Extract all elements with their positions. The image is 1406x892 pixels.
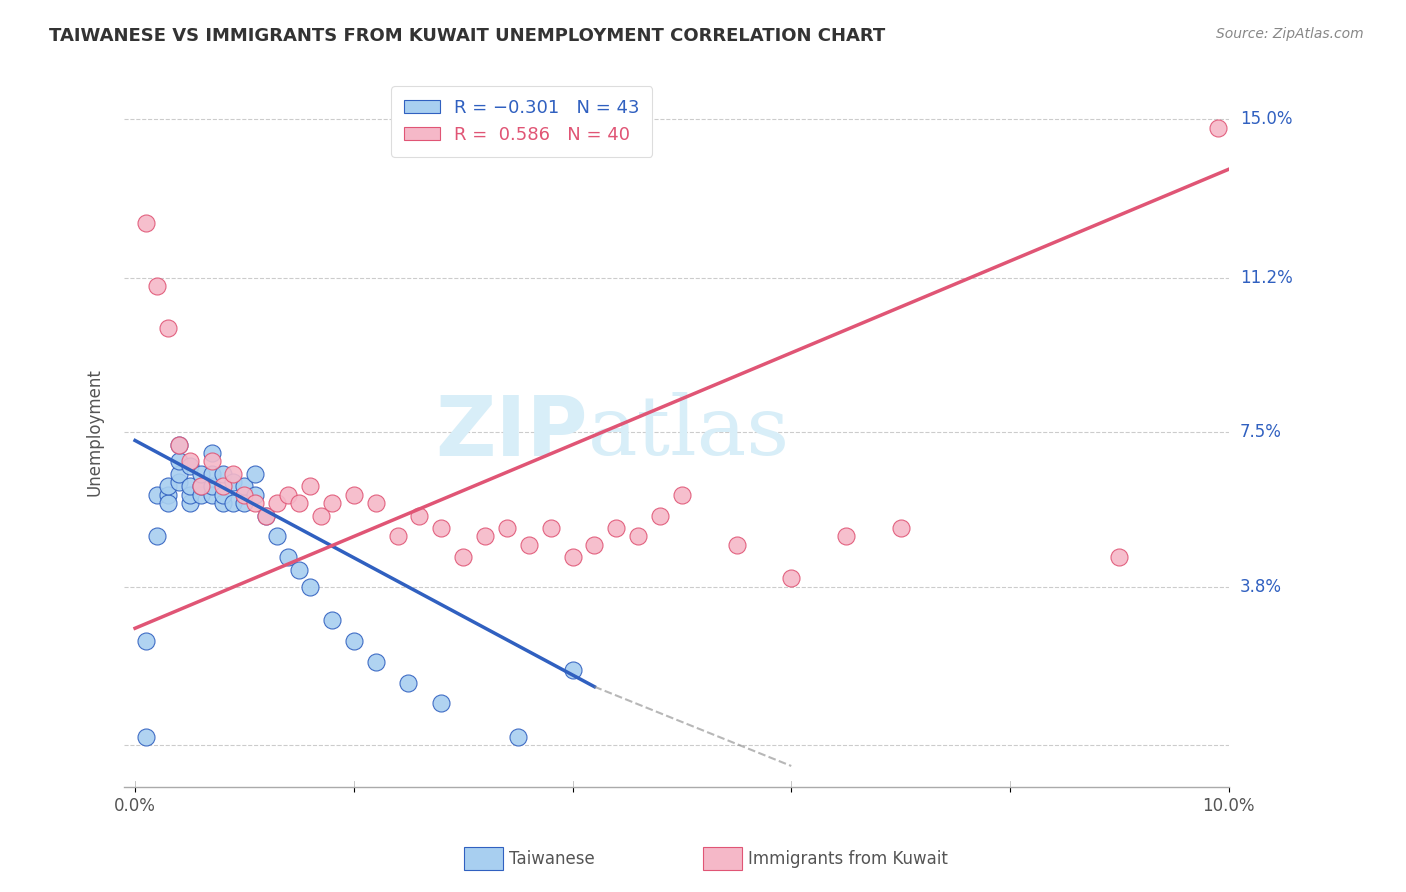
Point <box>561 663 583 677</box>
Point <box>233 488 256 502</box>
Text: 3.8%: 3.8% <box>1240 577 1282 596</box>
Text: Source: ZipAtlas.com: Source: ZipAtlas.com <box>1216 27 1364 41</box>
Point <box>343 488 366 502</box>
Point <box>135 217 157 231</box>
Point <box>233 479 256 493</box>
Point <box>299 580 322 594</box>
Point <box>156 488 179 502</box>
Point <box>146 279 169 293</box>
Point <box>146 529 169 543</box>
Point <box>156 321 179 335</box>
Point <box>156 479 179 493</box>
Point <box>627 529 650 543</box>
Point <box>671 488 693 502</box>
Text: TAIWANESE VS IMMIGRANTS FROM KUWAIT UNEMPLOYMENT CORRELATION CHART: TAIWANESE VS IMMIGRANTS FROM KUWAIT UNEM… <box>49 27 886 45</box>
Point <box>517 538 540 552</box>
Point <box>201 479 224 493</box>
Point <box>890 521 912 535</box>
Point <box>387 529 409 543</box>
Point <box>190 467 212 481</box>
Point <box>430 521 453 535</box>
Point <box>222 496 245 510</box>
Point <box>266 496 288 510</box>
Point <box>540 521 562 535</box>
Point <box>201 488 224 502</box>
Point <box>201 446 224 460</box>
Point <box>474 529 496 543</box>
Point <box>167 467 190 481</box>
Point <box>299 479 322 493</box>
Point <box>451 550 474 565</box>
Point <box>211 479 233 493</box>
Point <box>254 508 277 523</box>
Text: atlas: atlas <box>588 392 790 472</box>
Point <box>179 496 201 510</box>
Point <box>430 697 453 711</box>
Point <box>167 475 190 490</box>
Point <box>233 496 256 510</box>
Point <box>254 508 277 523</box>
Point <box>288 563 311 577</box>
Point <box>245 496 267 510</box>
Point <box>364 496 387 510</box>
Point <box>190 488 212 502</box>
Point <box>506 730 529 744</box>
Point <box>179 454 201 468</box>
Point <box>648 508 671 523</box>
Text: 11.2%: 11.2% <box>1240 268 1292 286</box>
Text: Taiwanese: Taiwanese <box>509 850 595 868</box>
Point <box>211 467 233 481</box>
Y-axis label: Unemployment: Unemployment <box>86 368 103 496</box>
Point <box>364 655 387 669</box>
Point <box>277 550 299 565</box>
Point <box>1206 120 1229 135</box>
Text: 15.0%: 15.0% <box>1240 111 1292 128</box>
Point <box>222 467 245 481</box>
Point <box>583 538 606 552</box>
Point <box>146 488 169 502</box>
Point <box>201 467 224 481</box>
Legend: R = −0.301   N = 43, R =  0.586   N = 40: R = −0.301 N = 43, R = 0.586 N = 40 <box>391 87 652 157</box>
Point <box>245 488 267 502</box>
Point <box>190 479 212 493</box>
Point <box>408 508 430 523</box>
Point <box>398 675 420 690</box>
Point <box>561 550 583 565</box>
Point <box>156 496 179 510</box>
Point <box>135 633 157 648</box>
Point <box>245 467 267 481</box>
Point <box>1108 550 1130 565</box>
Point <box>179 458 201 473</box>
Point <box>321 613 343 627</box>
Point <box>167 454 190 468</box>
Point <box>725 538 748 552</box>
Point <box>211 496 233 510</box>
Point <box>211 488 233 502</box>
Point <box>167 437 190 451</box>
Point <box>321 496 343 510</box>
Point <box>780 571 803 585</box>
Text: ZIP: ZIP <box>436 392 588 473</box>
Point <box>309 508 332 523</box>
Point <box>135 730 157 744</box>
Text: Immigrants from Kuwait: Immigrants from Kuwait <box>748 850 948 868</box>
Point <box>496 521 519 535</box>
Point <box>179 479 201 493</box>
Point <box>277 488 299 502</box>
Point <box>605 521 627 535</box>
Point <box>266 529 288 543</box>
Point <box>201 454 224 468</box>
Point <box>167 437 190 451</box>
Point <box>222 475 245 490</box>
Point <box>288 496 311 510</box>
Point <box>179 488 201 502</box>
Point <box>835 529 858 543</box>
Point <box>190 479 212 493</box>
Point <box>343 633 366 648</box>
Text: 7.5%: 7.5% <box>1240 423 1282 442</box>
